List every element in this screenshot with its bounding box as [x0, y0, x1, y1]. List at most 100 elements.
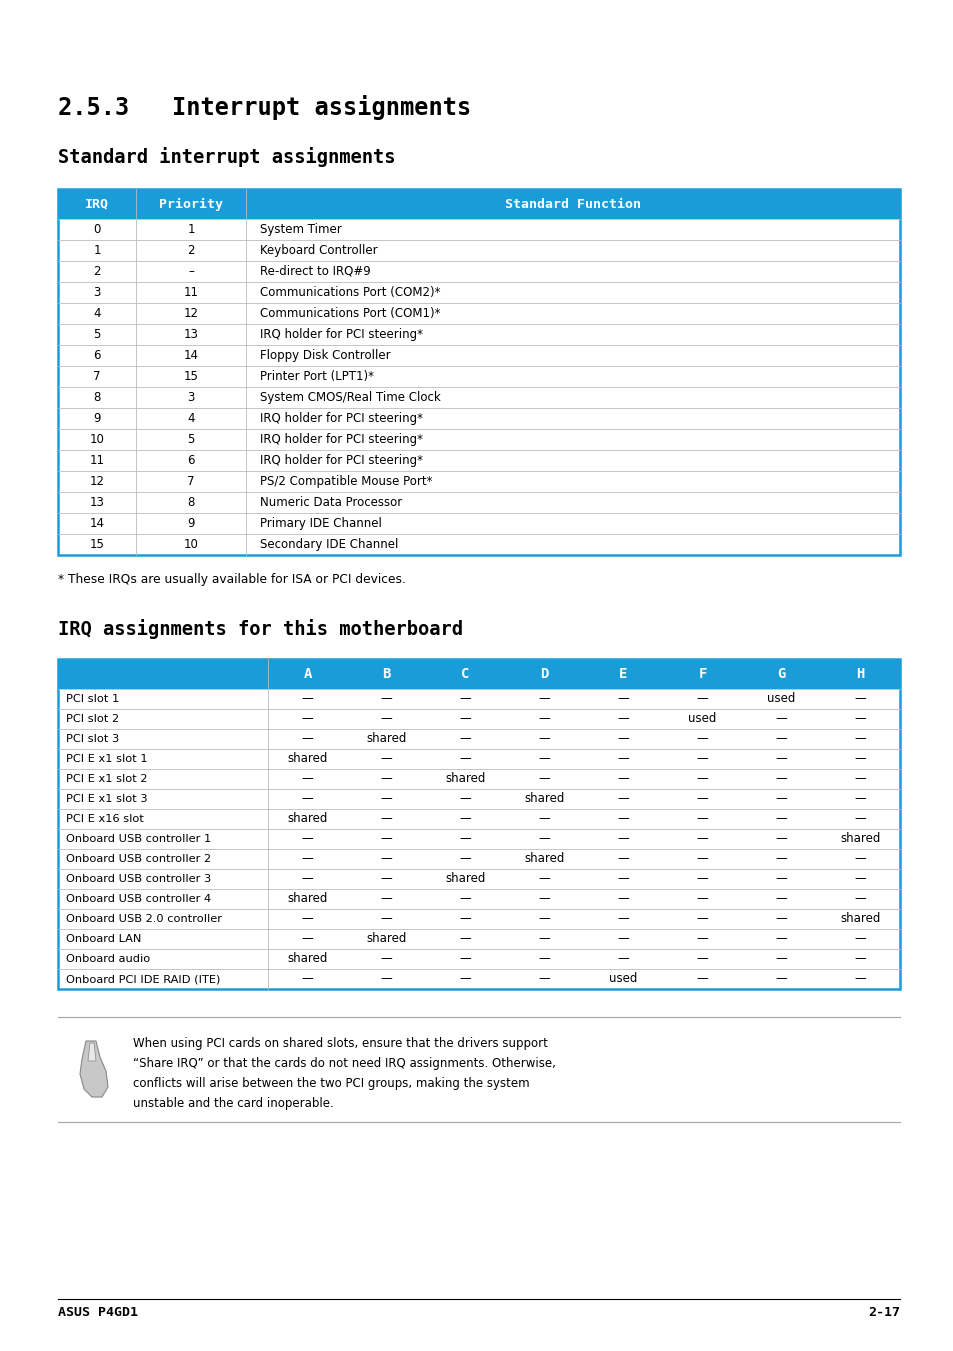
Text: —: — [538, 932, 550, 946]
Text: Onboard USB controller 2: Onboard USB controller 2 [66, 854, 211, 865]
Text: 3: 3 [93, 286, 101, 299]
Text: 10: 10 [90, 434, 104, 446]
Text: —: — [538, 832, 550, 846]
Text: used: used [688, 712, 716, 725]
Text: —: — [696, 932, 708, 946]
Text: 4: 4 [187, 412, 194, 426]
Text: —: — [538, 753, 550, 766]
Text: —: — [854, 893, 865, 905]
Text: 7: 7 [187, 476, 194, 488]
Text: —: — [775, 753, 786, 766]
Text: —: — [617, 832, 629, 846]
Text: 14: 14 [90, 517, 105, 530]
Text: —: — [459, 973, 471, 985]
Text: —: — [617, 852, 629, 866]
Text: —: — [854, 732, 865, 746]
Text: 13: 13 [183, 328, 198, 340]
Text: —: — [617, 773, 629, 785]
Text: —: — [380, 852, 392, 866]
Text: IRQ: IRQ [85, 197, 109, 211]
Text: —: — [459, 832, 471, 846]
Text: —: — [854, 852, 865, 866]
Text: —: — [775, 973, 786, 985]
Text: Secondary IDE Channel: Secondary IDE Channel [260, 538, 398, 551]
Text: —: — [775, 812, 786, 825]
Text: 14: 14 [183, 349, 198, 362]
Text: —: — [459, 793, 471, 805]
Text: —: — [617, 712, 629, 725]
Text: unstable and the card inoperable.: unstable and the card inoperable. [132, 1097, 334, 1111]
Text: —: — [854, 873, 865, 885]
Text: —: — [380, 812, 392, 825]
Text: —: — [380, 753, 392, 766]
Text: used: used [609, 973, 637, 985]
Text: 15: 15 [90, 538, 104, 551]
Text: —: — [301, 732, 313, 746]
Text: “Share IRQ” or that the cards do not need IRQ assignments. Otherwise,: “Share IRQ” or that the cards do not nee… [132, 1056, 556, 1070]
Text: —: — [775, 712, 786, 725]
Text: IRQ assignments for this motherboard: IRQ assignments for this motherboard [58, 619, 462, 639]
Text: —: — [301, 693, 313, 705]
Text: PCI slot 2: PCI slot 2 [66, 713, 119, 724]
Text: —: — [617, 732, 629, 746]
Bar [58, 189, 899, 555]
Text: B: B [382, 667, 391, 681]
Text: 1: 1 [93, 245, 101, 257]
Text: —: — [617, 893, 629, 905]
Text: 10: 10 [183, 538, 198, 551]
Text: shared: shared [287, 753, 327, 766]
Text: —: — [538, 812, 550, 825]
Text: —: — [854, 812, 865, 825]
Polygon shape [80, 1042, 108, 1097]
Text: —: — [696, 952, 708, 966]
Text: shared: shared [366, 732, 406, 746]
Text: Onboard USB controller 3: Onboard USB controller 3 [66, 874, 211, 884]
Text: —: — [301, 773, 313, 785]
Text: Floppy Disk Controller: Floppy Disk Controller [260, 349, 390, 362]
Text: —: — [775, 832, 786, 846]
Text: 9: 9 [187, 517, 194, 530]
Text: —: — [459, 893, 471, 905]
Text: Primary IDE Channel: Primary IDE Channel [260, 517, 381, 530]
Text: —: — [854, 712, 865, 725]
Text: —: — [617, 912, 629, 925]
Text: When using PCI cards on shared slots, ensure that the drivers support: When using PCI cards on shared slots, en… [132, 1038, 547, 1050]
Text: Onboard USB controller 4: Onboard USB controller 4 [66, 894, 211, 904]
Text: —: — [854, 773, 865, 785]
Text: 5: 5 [93, 328, 101, 340]
Text: —: — [617, 952, 629, 966]
Polygon shape [88, 1043, 96, 1061]
Text: 3: 3 [187, 390, 194, 404]
Text: —: — [301, 973, 313, 985]
Text: 12: 12 [183, 307, 198, 320]
Text: 2: 2 [93, 265, 101, 278]
Text: —: — [380, 773, 392, 785]
Text: 6: 6 [187, 454, 194, 467]
Text: IRQ holder for PCI steering*: IRQ holder for PCI steering* [260, 454, 422, 467]
Text: —: — [854, 932, 865, 946]
Text: 13: 13 [90, 496, 104, 509]
Text: Communications Port (COM1)*: Communications Port (COM1)* [260, 307, 440, 320]
Text: E: E [618, 667, 627, 681]
Text: Re-direct to IRQ#9: Re-direct to IRQ#9 [260, 265, 371, 278]
Text: Onboard PCI IDE RAID (ITE): Onboard PCI IDE RAID (ITE) [66, 974, 220, 984]
Text: —: — [617, 932, 629, 946]
Text: —: — [380, 712, 392, 725]
Text: —: — [380, 893, 392, 905]
Text: —: — [775, 912, 786, 925]
Text: —: — [380, 912, 392, 925]
Text: —: — [617, 873, 629, 885]
Text: —: — [775, 793, 786, 805]
Text: —: — [459, 712, 471, 725]
Text: Standard Function: Standard Function [504, 197, 640, 211]
Text: —: — [380, 873, 392, 885]
Text: H: H [856, 667, 863, 681]
Text: —: — [538, 732, 550, 746]
Text: —: — [775, 952, 786, 966]
Text: —: — [301, 912, 313, 925]
Text: —: — [380, 793, 392, 805]
Text: —: — [459, 912, 471, 925]
Text: —: — [775, 732, 786, 746]
Text: —: — [301, 793, 313, 805]
Text: 6: 6 [93, 349, 101, 362]
